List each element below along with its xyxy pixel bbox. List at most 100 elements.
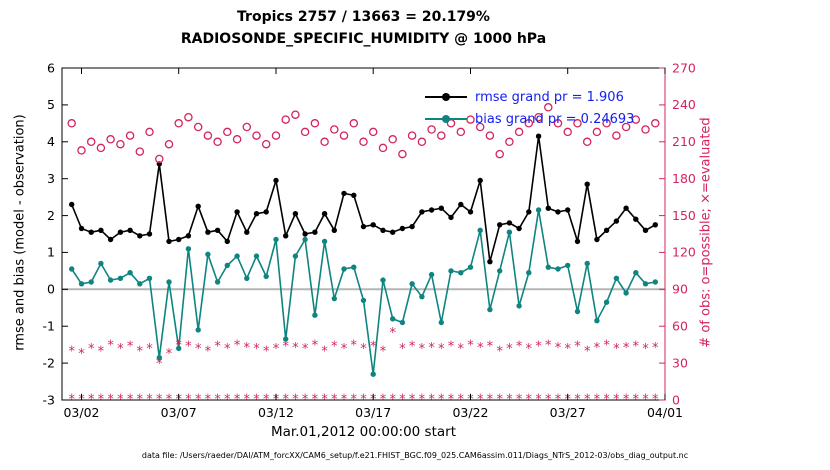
svg-text:*: * xyxy=(78,347,85,362)
svg-text:*: * xyxy=(603,339,610,354)
svg-text:270: 270 xyxy=(672,60,696,75)
svg-text:*: * xyxy=(496,345,503,360)
svg-text:*: * xyxy=(467,339,474,354)
svg-text:240: 240 xyxy=(672,97,696,112)
svg-text:*: * xyxy=(448,340,455,355)
svg-text:*: * xyxy=(477,341,484,356)
svg-text:*: * xyxy=(137,345,144,360)
legend: rmse grand pr = 1.906 bias grand pr = 0.… xyxy=(425,86,634,130)
svg-text:-1: -1 xyxy=(43,319,55,334)
svg-text:-3: -3 xyxy=(43,392,55,407)
svg-text:03/02: 03/02 xyxy=(63,405,99,420)
svg-text:*: * xyxy=(564,342,571,357)
svg-text:30: 30 xyxy=(672,355,688,370)
svg-text:0: 0 xyxy=(47,282,55,297)
svg-text:*: * xyxy=(98,345,105,360)
svg-text:90: 90 xyxy=(672,282,688,297)
svg-text:03/22: 03/22 xyxy=(452,405,488,420)
svg-text:*: * xyxy=(389,326,396,341)
svg-text:*: * xyxy=(623,341,630,356)
svg-text:*: * xyxy=(487,340,494,355)
svg-text:*: * xyxy=(574,340,581,355)
svg-text:*: * xyxy=(360,342,367,357)
svg-text:*: * xyxy=(88,342,95,357)
svg-text:*: * xyxy=(506,342,513,357)
svg-text:4: 4 xyxy=(47,134,55,149)
svg-text:*: * xyxy=(516,340,523,355)
svg-text:*: * xyxy=(302,342,309,357)
svg-text:*: * xyxy=(312,339,319,354)
svg-text:*: * xyxy=(68,345,75,360)
svg-text:*: * xyxy=(175,339,182,354)
svg-text:*: * xyxy=(292,341,299,356)
svg-text:*: * xyxy=(380,345,387,360)
svg-text:*: * xyxy=(195,342,202,357)
svg-text:*: * xyxy=(526,342,533,357)
svg-text:*: * xyxy=(273,342,280,357)
title-stats: Tropics 2757 / 13663 = 20.179% xyxy=(237,9,490,25)
svg-text:*: * xyxy=(370,340,377,355)
svg-text:*: * xyxy=(321,345,328,360)
svg-text:-2: -2 xyxy=(43,355,55,370)
right-axis-label: # of obs: o=possible; ×=evaluated xyxy=(698,117,714,348)
left-axis-label: rmse and bias (model - observation) xyxy=(12,114,28,351)
svg-text:*: * xyxy=(399,342,406,357)
svg-text:*: * xyxy=(331,340,338,355)
svg-text:*: * xyxy=(341,342,348,357)
legend-label-bias: bias grand pr = 0.24693 xyxy=(475,111,635,127)
x-axis-label: Mar.01,2012 00:00:00 start xyxy=(270,424,456,440)
svg-text:*: * xyxy=(214,340,221,355)
svg-text:03/12: 03/12 xyxy=(258,405,294,420)
svg-text:04/01: 04/01 xyxy=(647,405,683,420)
svg-text:60: 60 xyxy=(672,319,688,334)
svg-text:2: 2 xyxy=(47,208,55,223)
rmse-marker-sample xyxy=(442,93,450,101)
svg-text:*: * xyxy=(107,339,114,354)
svg-text:*: * xyxy=(633,340,640,355)
svg-text:*: * xyxy=(166,347,173,362)
svg-text:*: * xyxy=(535,340,542,355)
svg-text:*: * xyxy=(351,339,358,354)
svg-text:*: * xyxy=(642,342,649,357)
bias-marker-sample xyxy=(442,115,450,123)
svg-text:5: 5 xyxy=(47,97,55,112)
svg-text:120: 120 xyxy=(672,245,696,260)
svg-text:*: * xyxy=(613,342,620,357)
svg-text:150: 150 xyxy=(672,208,696,223)
svg-text:03/17: 03/17 xyxy=(355,405,391,420)
svg-text:*: * xyxy=(438,342,445,357)
svg-text:*: * xyxy=(185,340,192,355)
svg-text:3: 3 xyxy=(47,171,55,186)
data-file-caption: data file: /Users/raeder/DAI/ATM_forcXX/… xyxy=(141,451,689,460)
svg-text:03/27: 03/27 xyxy=(550,405,586,420)
svg-text:*: * xyxy=(244,341,251,356)
svg-text:*: * xyxy=(594,341,601,356)
svg-text:1: 1 xyxy=(47,245,55,260)
svg-text:*: * xyxy=(652,341,659,356)
svg-text:*: * xyxy=(263,345,270,360)
svg-text:*: * xyxy=(205,345,212,360)
svg-text:*: * xyxy=(234,339,241,354)
svg-text:0: 0 xyxy=(672,392,680,407)
svg-text:*: * xyxy=(127,340,134,355)
svg-text:*: * xyxy=(156,357,163,372)
svg-text:*: * xyxy=(555,341,562,356)
svg-text:*: * xyxy=(409,340,416,355)
svg-text:*: * xyxy=(282,340,289,355)
legend-label-rmse: rmse grand pr = 1.906 xyxy=(475,89,624,105)
legend-row-bias: bias grand pr = 0.24693 xyxy=(425,108,634,130)
svg-text:*: * xyxy=(224,342,231,357)
svg-text:6: 6 xyxy=(47,60,55,75)
svg-text:*: * xyxy=(584,345,591,360)
svg-text:*: * xyxy=(146,342,153,357)
title-block: Tropics 2757 / 13663 = 20.179% RADIOSOND… xyxy=(62,6,665,50)
svg-text:210: 210 xyxy=(672,134,696,149)
svg-text:*: * xyxy=(458,342,465,357)
legend-swatch-bias xyxy=(425,112,467,126)
legend-row-rmse: rmse grand pr = 1.906 xyxy=(425,86,634,108)
svg-text:*: * xyxy=(428,341,435,356)
title-variable: RADIOSONDE_SPECIFIC_HUMIDITY @ 1000 hPa xyxy=(180,31,547,47)
svg-text:*: * xyxy=(253,342,260,357)
